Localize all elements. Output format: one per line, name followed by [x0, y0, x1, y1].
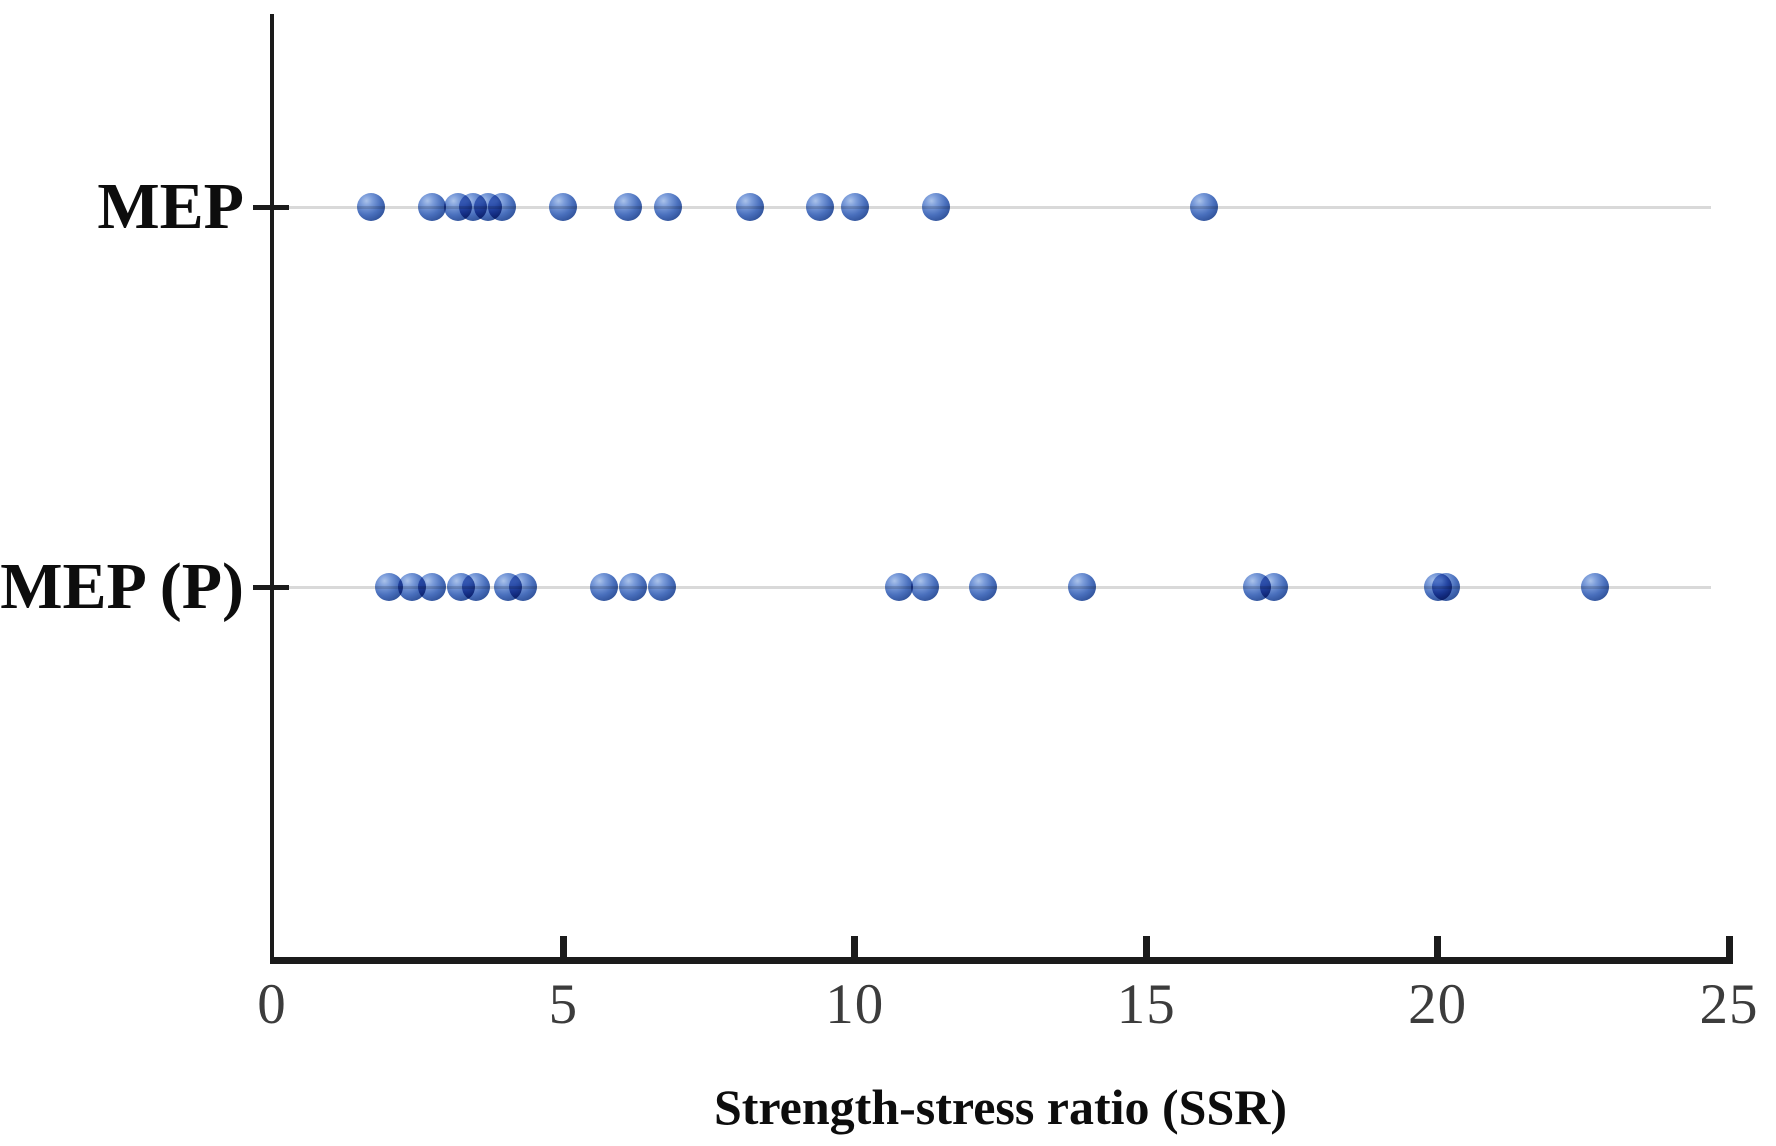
data-point — [488, 193, 517, 221]
category-grid-line — [272, 206, 1711, 209]
data-point — [1580, 573, 1609, 601]
data-point — [1260, 573, 1289, 601]
y-axis-category-tick — [253, 585, 289, 590]
x-axis-title: Strength-stress ratio (SSR) — [713, 1079, 1288, 1135]
data-point — [461, 573, 490, 601]
data-point — [1068, 573, 1097, 601]
x-tick-label: 15 — [1116, 973, 1176, 1036]
data-point — [590, 573, 619, 601]
x-tick-label: 20 — [1408, 973, 1468, 1036]
data-point — [619, 573, 648, 601]
y-axis-line — [270, 14, 274, 964]
data-point — [613, 193, 642, 221]
category-label-mep-p: MEP (P) — [0, 550, 244, 623]
data-point — [840, 193, 869, 221]
x-tick-label: 5 — [548, 973, 579, 1036]
x-axis-tick — [559, 936, 567, 958]
y-axis-category-tick — [253, 205, 289, 210]
data-point — [654, 193, 683, 221]
x-axis-tick — [1434, 936, 1442, 958]
data-point — [1432, 573, 1461, 601]
data-point — [357, 193, 386, 221]
x-tick-label: 10 — [825, 973, 885, 1036]
data-point — [969, 573, 998, 601]
x-axis-tick — [1142, 936, 1150, 958]
data-point — [549, 193, 578, 221]
data-point — [648, 573, 677, 601]
x-tick-label: 25 — [1699, 973, 1759, 1036]
data-point — [910, 573, 939, 601]
data-point — [884, 573, 913, 601]
category-label-mep: MEP — [97, 170, 244, 243]
data-point — [735, 193, 764, 221]
x-tick-label: 0 — [257, 973, 287, 1036]
x-axis-line — [270, 957, 1733, 964]
data-point — [922, 193, 951, 221]
x-axis-tick — [851, 936, 859, 958]
data-point — [418, 193, 447, 221]
data-point — [418, 573, 447, 601]
data-point — [805, 193, 834, 221]
data-point — [508, 573, 537, 601]
x-axis-tick — [1725, 936, 1733, 958]
data-point — [1190, 193, 1219, 221]
